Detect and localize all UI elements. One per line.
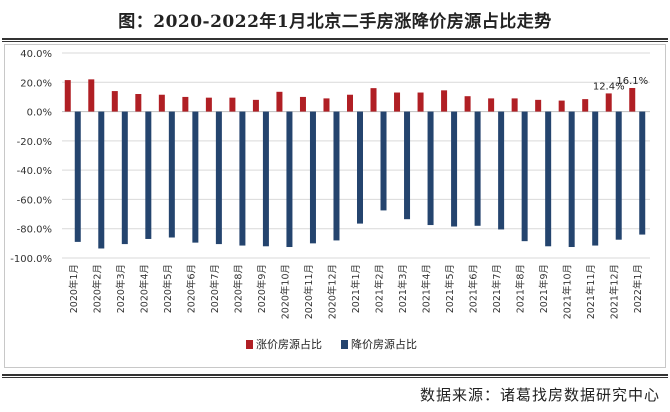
bottom-rule <box>2 374 668 376</box>
bar-up <box>252 99 259 112</box>
bar-down <box>286 111 293 248</box>
x-tick-label: 2021年5月 <box>444 264 456 313</box>
bar-down <box>545 111 552 247</box>
legend-swatch-down <box>341 340 348 349</box>
bar-down <box>262 111 269 247</box>
y-tick-label: -20.0% <box>17 137 52 148</box>
bar-up <box>417 92 424 112</box>
y-tick-label: 0.0% <box>27 108 52 119</box>
bar-up <box>88 79 95 112</box>
x-tick-label: 2020年12月 <box>326 264 338 319</box>
bar-down <box>568 111 575 248</box>
legend-label-up: 涨价房源占比 <box>256 337 322 351</box>
bar-up <box>605 93 612 112</box>
top-rule-thin <box>2 41 668 42</box>
x-tick-label: 2020年2月 <box>91 264 103 313</box>
y-tick-label: 40.0% <box>20 49 52 60</box>
bar-down <box>121 111 128 245</box>
x-tick-label: 2020年5月 <box>162 264 174 313</box>
bar-down <box>474 111 481 226</box>
x-tick-label: 2021年4月 <box>421 264 433 313</box>
bar-up <box>135 94 142 112</box>
x-tick-label: 2020年6月 <box>185 264 197 313</box>
bar-up <box>158 94 165 112</box>
y-tick-label: -80.0% <box>17 225 52 236</box>
bar-down <box>98 111 105 249</box>
bar-up <box>205 97 212 112</box>
bar-down <box>427 111 434 226</box>
top-rule <box>2 38 668 40</box>
bar-up <box>582 99 589 112</box>
x-tick-label: 2021年2月 <box>374 264 386 313</box>
x-tick-label: 2022年1月 <box>632 264 644 313</box>
bar-down <box>333 111 340 241</box>
bar-up <box>441 90 448 112</box>
y-tick-label: -60.0% <box>17 195 52 206</box>
x-tick-label: 2021年6月 <box>468 264 480 313</box>
x-tick-label: 2021年7月 <box>491 264 503 313</box>
data-label: 16.1% <box>616 76 648 87</box>
bar-down <box>615 111 622 240</box>
bar-down <box>357 111 363 224</box>
bar-down <box>309 111 316 244</box>
x-tick-label: 2021年11月 <box>585 264 597 319</box>
y-tick-label: -100.0% <box>10 254 52 265</box>
bar-down <box>639 111 646 235</box>
bar-up <box>111 91 118 112</box>
source-note: 数据来源：诸葛找房数据研究中心 <box>419 385 660 404</box>
bar-up <box>488 98 495 112</box>
chart-title-bar: 图：2020-2022年1月北京二手房涨降价房源占比走势 <box>0 0 670 38</box>
x-tick-label: 2020年4月 <box>138 264 150 313</box>
bar-up <box>229 97 236 112</box>
bar-down <box>239 111 246 246</box>
x-tick-label: 2020年7月 <box>209 264 221 313</box>
bar-down <box>498 111 505 230</box>
legend-swatch-up <box>246 340 253 349</box>
bar-down <box>192 111 199 243</box>
bar-up <box>370 88 377 112</box>
x-tick-label: 2021年3月 <box>397 264 409 313</box>
x-tick-label: 2020年8月 <box>232 264 244 313</box>
bar-up <box>299 96 306 112</box>
x-tick-label: 2020年1月 <box>68 264 80 313</box>
bar-up <box>464 96 471 112</box>
x-tick-label: 2020年11月 <box>303 264 315 319</box>
bar-down <box>521 111 528 242</box>
bar-up <box>323 98 330 112</box>
bar-up <box>629 87 636 112</box>
bar-up <box>347 94 353 112</box>
x-tick-label: 2020年3月 <box>115 264 127 313</box>
bar-down <box>145 111 152 239</box>
bar-up <box>511 98 518 112</box>
x-tick-label: 2020年10月 <box>279 264 291 319</box>
bar-down <box>592 111 599 246</box>
y-tick-label: 20.0% <box>20 78 52 89</box>
chart-title: 图：2020-2022年1月北京二手房涨降价房源占比走势 <box>118 11 552 32</box>
bar-up <box>64 80 71 112</box>
bar-up <box>535 99 542 112</box>
data-label: 12.4% <box>593 81 625 92</box>
bar-down <box>404 111 411 220</box>
bar-up <box>558 100 565 112</box>
x-tick-label: 2020年9月 <box>256 264 268 313</box>
bar-up <box>394 92 401 112</box>
x-tick-label: 2021年12月 <box>609 264 621 319</box>
bar-down <box>74 111 81 242</box>
bar-down <box>451 111 458 227</box>
x-tick-label: 2021年1月 <box>350 264 362 313</box>
bar-down <box>380 111 387 211</box>
y-tick-label: -40.0% <box>17 166 52 177</box>
legend-label-down: 降价房源占比 <box>351 337 417 351</box>
bar-down <box>168 111 175 238</box>
bar-up <box>276 91 283 112</box>
bottom-rule-thin <box>2 377 668 378</box>
bar-down <box>215 111 222 245</box>
x-tick-label: 2021年10月 <box>562 264 574 319</box>
x-tick-label: 2021年9月 <box>538 264 550 313</box>
x-tick-label: 2021年8月 <box>515 264 527 313</box>
bar-up <box>182 96 189 112</box>
